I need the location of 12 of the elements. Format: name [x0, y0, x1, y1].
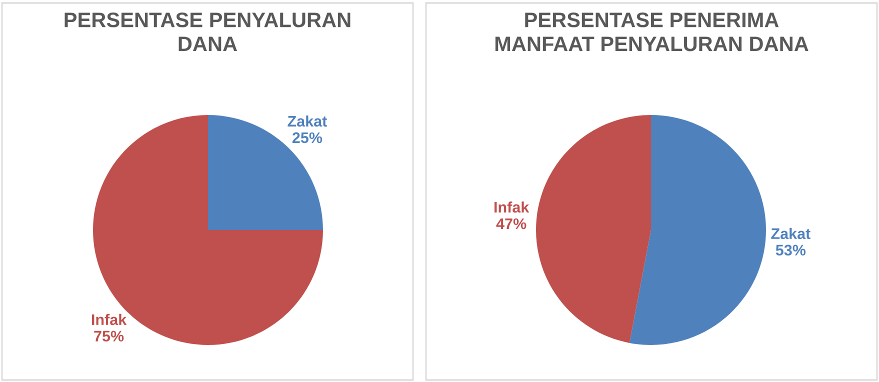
slice-label: Zakat [288, 115, 327, 127]
pie-slice [629, 115, 766, 345]
slice-label: Infak [494, 201, 530, 213]
data-label: 53% [776, 244, 806, 256]
slice-label: Infak [92, 314, 127, 326]
chart-title: PERSENTASE PENYALURAN DANA [64, 12, 350, 52]
data-label: 25% [292, 132, 322, 144]
chart-title: PERSENTASE PENERIMA MANFAAT PENYALURAN DANA [495, 12, 808, 52]
data-label: 47% [496, 218, 526, 230]
data-label: 75% [94, 330, 124, 342]
slice-label: Zakat [771, 228, 810, 240]
pie-slice [536, 115, 651, 343]
